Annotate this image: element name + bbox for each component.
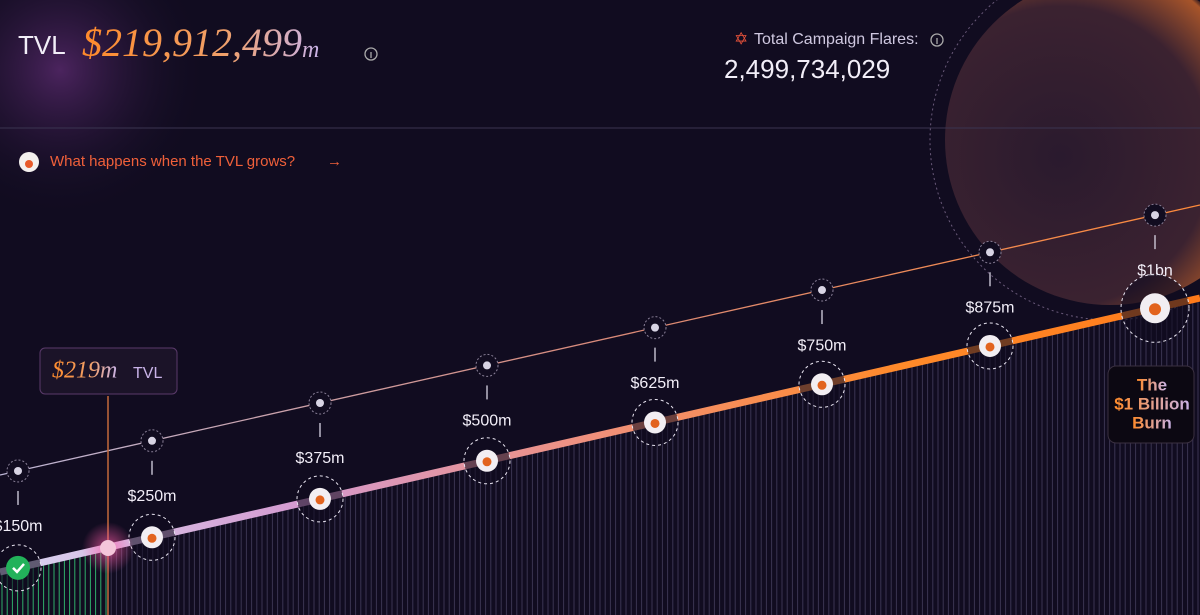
goal-line: $1 Billion [1114,394,1190,413]
milestone-dot-top [483,361,491,370]
corner-glow [0,0,210,220]
current-value: $219m [52,358,117,384]
milestone-label: $500m [463,413,512,430]
flares-value: 2,499,734,029 [724,54,890,84]
tvl-unit: m [302,37,319,63]
goal-line: The [1137,375,1167,394]
milestone-label: $875m [966,299,1015,316]
milestone-label: $250m [128,488,177,505]
goal-line: Burn [1132,413,1172,432]
milestone-dot-top [316,399,324,407]
current-dot [100,540,116,556]
prompt-text[interactable]: What happens when the TVL grows? [50,153,295,170]
milestone-label: $750m [798,337,847,354]
flare-icon: ✡ [734,29,748,48]
flares-label: Total Campaign Flares: [754,31,919,48]
milestone-dot-top [14,466,22,475]
prompt-arrow[interactable]: → [327,153,342,170]
info-icon[interactable] [930,33,944,47]
milestone-flame [315,495,325,505]
milestone-check [12,563,25,574]
milestone-dot-top [818,286,826,295]
milestone-dot-top [1151,211,1159,220]
milestone-flame [147,533,157,543]
globe-orbit [929,0,1200,321]
globe [945,0,1200,305]
prompt-link[interactable]: What happens when the TVL grows? → [19,152,342,172]
milestone-dot-top [651,323,659,332]
milestone-label: $150m [0,518,42,535]
milestone-flame [817,380,827,390]
milestone-flame [1149,303,1161,316]
tvl-value: $219,912,499m [82,20,319,65]
milestone-flame [650,418,660,428]
current-box [39,347,178,395]
tvl-label: TVL [18,30,66,60]
milestone-label: $375m [296,450,345,467]
current-label: TVL [133,365,162,382]
info-icon[interactable] [364,47,378,61]
milestones: $150m$250m$375m$500m$625m$750m$875m$1bn [0,203,1190,592]
milestone-flame [482,457,492,467]
milestone-done [6,555,30,580]
milestone-label: $625m [631,375,680,392]
milestone-flame [985,342,995,352]
goal-box [1107,365,1195,444]
tvl-number: $219,912,499 [82,20,302,65]
milestone-dot-top [986,248,994,257]
milestone-dot-top [148,436,156,445]
